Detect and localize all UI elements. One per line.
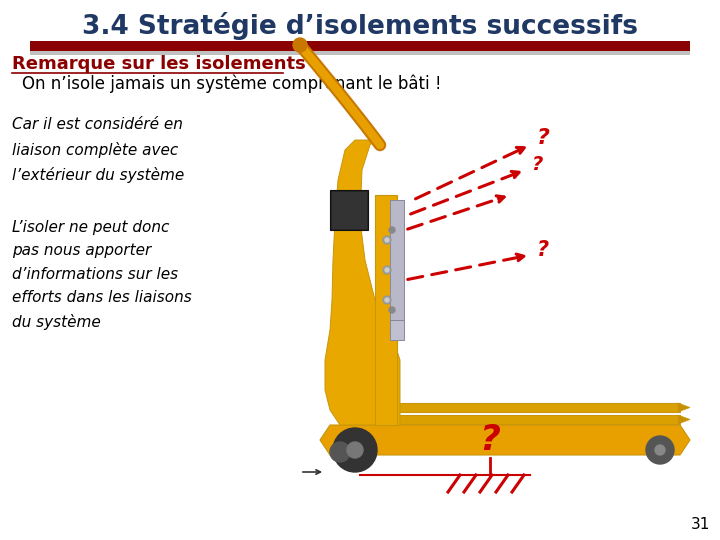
- FancyBboxPatch shape: [330, 190, 368, 230]
- Circle shape: [389, 307, 395, 313]
- FancyBboxPatch shape: [390, 200, 404, 320]
- Circle shape: [347, 442, 363, 458]
- Polygon shape: [325, 140, 400, 425]
- Polygon shape: [320, 425, 690, 455]
- Text: On n’isole jamais un système comprenant le bâti !: On n’isole jamais un système comprenant …: [22, 75, 441, 93]
- Circle shape: [646, 436, 674, 464]
- FancyBboxPatch shape: [375, 195, 397, 425]
- FancyBboxPatch shape: [30, 41, 690, 51]
- Text: ?: ?: [537, 240, 549, 260]
- Circle shape: [383, 266, 391, 274]
- Circle shape: [655, 445, 665, 455]
- Polygon shape: [678, 415, 690, 424]
- Circle shape: [389, 227, 395, 233]
- Text: ?: ?: [536, 128, 549, 148]
- Circle shape: [385, 268, 389, 272]
- Circle shape: [333, 428, 377, 472]
- Text: 31: 31: [690, 517, 710, 532]
- Text: Remarque sur les isolements :: Remarque sur les isolements :: [12, 55, 319, 73]
- Text: Car il est considéré en
liaison complète avec
l’extérieur du système: Car il est considéré en liaison complète…: [12, 117, 184, 183]
- FancyBboxPatch shape: [360, 403, 680, 412]
- FancyBboxPatch shape: [360, 415, 680, 424]
- Text: 3.4 Stratégie d’isolements successifs: 3.4 Stratégie d’isolements successifs: [82, 12, 638, 40]
- Circle shape: [385, 238, 389, 242]
- FancyBboxPatch shape: [331, 191, 367, 229]
- FancyBboxPatch shape: [30, 51, 690, 55]
- FancyBboxPatch shape: [390, 320, 404, 340]
- Text: L’isoler ne peut donc
pas nous apporter
d’informations sur les
efforts dans les : L’isoler ne peut donc pas nous apporter …: [12, 220, 192, 330]
- Circle shape: [385, 298, 389, 302]
- Polygon shape: [678, 403, 690, 412]
- Text: ?: ?: [480, 423, 500, 457]
- Text: ?: ?: [532, 156, 544, 174]
- Circle shape: [383, 296, 391, 304]
- Circle shape: [330, 442, 350, 462]
- Circle shape: [383, 236, 391, 244]
- Circle shape: [293, 38, 307, 52]
